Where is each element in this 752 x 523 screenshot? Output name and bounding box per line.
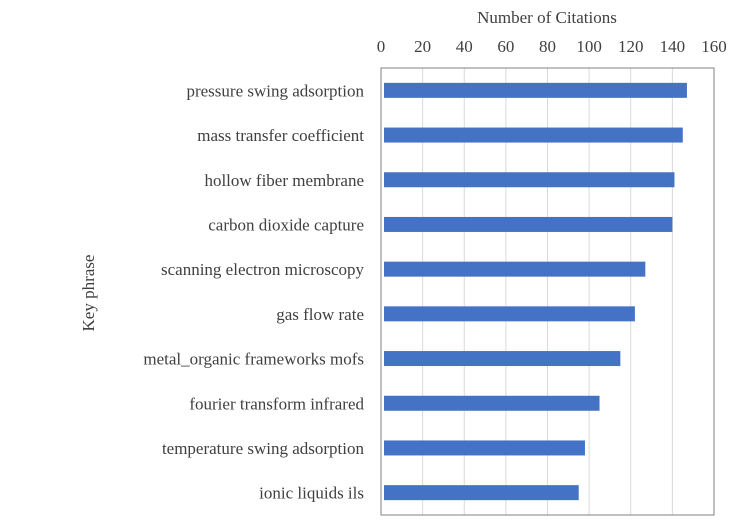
x-axis-title: Number of Citations (477, 8, 617, 27)
plot-frame (380, 67, 715, 516)
x-tick-label: 40 (456, 37, 473, 56)
x-tick-label: 100 (576, 37, 602, 56)
y-axis-title: Key phrase (79, 255, 98, 332)
bar (384, 351, 621, 367)
x-tick-label: 60 (497, 37, 514, 56)
x-tick-labels: 0 20 40 60 80 100 120 140 160 (377, 37, 727, 56)
category-labels: pressure swing adsorption mass transfer c… (143, 81, 364, 502)
x-tick-label: 20 (414, 37, 431, 56)
bar (384, 306, 635, 322)
x-tick-label: 120 (618, 37, 644, 56)
bar (384, 172, 675, 188)
category-label: gas flow rate (276, 305, 364, 324)
x-tick-label: 160 (701, 37, 727, 56)
category-label: temperature swing adsorption (162, 439, 365, 458)
bars (384, 82, 687, 501)
x-tick-label: 140 (660, 37, 686, 56)
bar (384, 261, 646, 277)
bar (384, 395, 600, 411)
bar (384, 216, 673, 232)
bar (384, 82, 687, 98)
category-label: mass transfer coefficient (197, 126, 364, 145)
x-tick-label: 80 (539, 37, 556, 56)
category-label: ionic liquids ils (259, 484, 364, 503)
category-label: pressure swing adsorption (186, 81, 364, 100)
bar (384, 127, 683, 143)
category-label: fourier transform infrared (189, 394, 364, 413)
bar (384, 485, 579, 501)
category-label: hollow fiber membrane (204, 171, 364, 190)
x-tick-label: 0 (377, 37, 386, 56)
category-label: metal_organic frameworks mofs (143, 350, 364, 369)
category-label: carbon dioxide capture (208, 215, 364, 234)
category-label: scanning electron microscopy (161, 260, 364, 279)
bar (384, 440, 585, 456)
